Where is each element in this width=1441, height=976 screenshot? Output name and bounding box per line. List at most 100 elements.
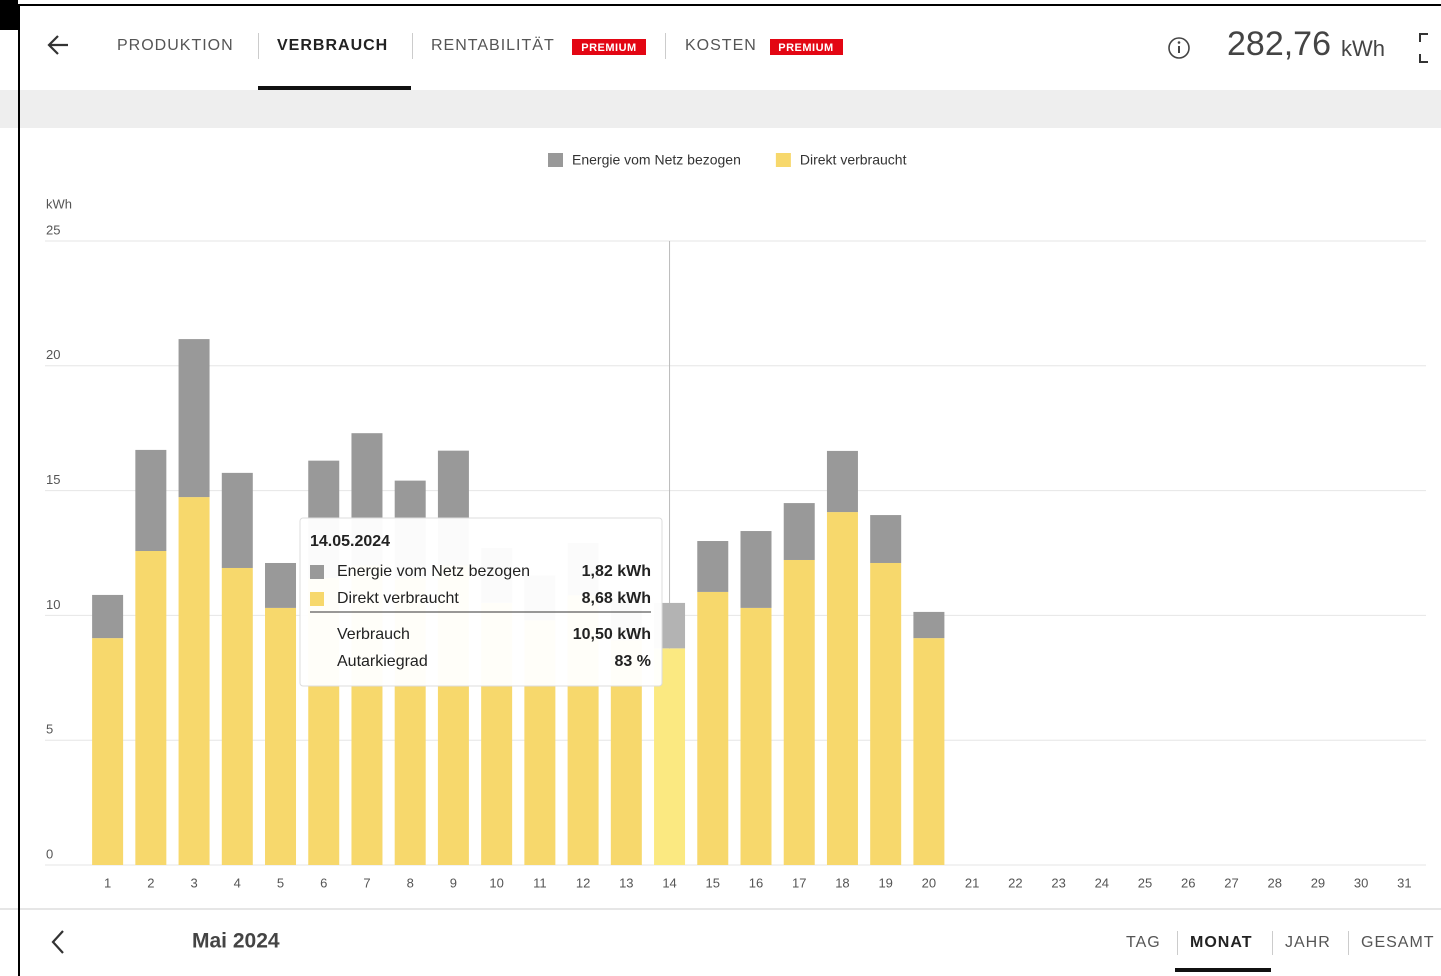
x-tick-label: 24 — [1095, 875, 1109, 890]
y-tick-label: 20 — [46, 347, 60, 362]
bar-segment — [826, 512, 858, 865]
separator — [665, 33, 666, 59]
bar-segment — [783, 559, 815, 865]
legend-swatch — [548, 153, 563, 167]
info-icon-dot — [1177, 41, 1181, 44]
x-tick-label: 4 — [234, 875, 241, 890]
x-tick-label: 27 — [1224, 875, 1238, 890]
x-tick-label: 19 — [878, 875, 892, 890]
bar-segment — [913, 638, 945, 865]
bar-segment — [135, 449, 167, 552]
x-tick-label: 21 — [965, 875, 979, 890]
fullscreen-button[interactable] — [1419, 33, 1428, 63]
tooltip-swatch — [310, 565, 324, 579]
tab-underline — [258, 86, 411, 90]
x-tick-label: 30 — [1354, 875, 1368, 890]
tab[interactable]: RENTABILITÄT — [431, 36, 555, 54]
x-tick-label: 16 — [749, 875, 763, 890]
separator — [412, 33, 413, 59]
y-tick-label: 10 — [46, 597, 60, 612]
bar-segment — [826, 450, 858, 513]
tooltip-bg — [299, 517, 663, 687]
separator — [1348, 931, 1349, 955]
bar-segment — [92, 638, 124, 865]
tooltip-value: 8,68 kWh — [582, 590, 651, 607]
tooltip-label: Energie vom Netz bezogen — [337, 563, 530, 580]
y-tick-label: 15 — [46, 472, 60, 487]
x-tick-label: 20 — [922, 875, 936, 890]
bar-segment — [265, 607, 297, 865]
period-label: Mai 2024 — [192, 930, 280, 953]
view-underline — [1175, 968, 1271, 972]
bar-segment — [178, 339, 210, 498]
tooltip-swatch — [310, 592, 324, 606]
x-tick-label: 31 — [1397, 875, 1411, 890]
x-tick-label: 5 — [277, 875, 284, 890]
tab[interactable]: KOSTEN — [685, 37, 757, 54]
x-tick-label: 13 — [619, 875, 633, 890]
view-tab-active[interactable]: MONAT — [1190, 934, 1252, 951]
y-tick-label: 0 — [46, 846, 53, 861]
view-tab[interactable]: JAHR — [1285, 934, 1331, 951]
bar-segment — [783, 503, 815, 560]
bar-segment — [221, 567, 253, 865]
y-tick-label: 5 — [46, 722, 53, 737]
separator — [258, 33, 259, 59]
tooltip-value: 83 % — [615, 653, 651, 670]
x-tick-label: 12 — [576, 875, 590, 890]
frame-corner — [0, 0, 18, 30]
badge-bg — [572, 39, 646, 55]
view-tab[interactable]: TAG — [1126, 934, 1161, 951]
frame-top — [18, 4, 1441, 6]
y-tick-label: 25 — [46, 222, 60, 237]
x-tick-label: 25 — [1138, 875, 1152, 890]
view-tab[interactable]: GESAMT — [1361, 934, 1435, 951]
legend-label: Direkt verbraucht — [800, 152, 907, 168]
x-tick-label: 14 — [662, 875, 676, 890]
legend-swatch — [775, 153, 791, 167]
separator — [1272, 931, 1273, 955]
total-value: 282,76 — [1227, 25, 1331, 63]
bar-segment — [221, 472, 253, 568]
tooltip-label: Autarkiegrad — [337, 653, 428, 670]
tooltip-label: Direkt verbraucht — [337, 590, 459, 607]
x-tick-label: 8 — [407, 875, 414, 890]
back-button[interactable] — [47, 35, 68, 55]
info-icon-bar — [1178, 46, 1180, 53]
bar-segment — [697, 591, 729, 865]
tooltip: 14.05.2024 Energie vom Netz bezogen 1,82 k… — [299, 517, 663, 687]
bar-segment — [740, 531, 772, 608]
prev-button[interactable] — [51, 930, 64, 954]
tooltip-value: 1,82 kWh — [582, 563, 651, 580]
bar-segment — [178, 497, 210, 865]
bar-segment — [697, 541, 729, 592]
y-axis-label: kWh — [46, 196, 72, 211]
x-tick-label: 3 — [190, 875, 197, 890]
chart: kWh 0 5 10 15 20 25 Energie vom Netz bezogen Di… — [45, 152, 1426, 890]
frame-left — [18, 4, 20, 976]
badge-bg — [770, 39, 843, 55]
bar-segment — [913, 611, 945, 639]
badge: PREMIUM — [581, 42, 636, 54]
x-tick-label: 22 — [1008, 875, 1022, 890]
legend-label: Energie vom Netz bezogen — [572, 152, 741, 168]
total-unit: kWh — [1341, 36, 1385, 61]
x-tick-label: 17 — [792, 875, 806, 890]
x-tick-label: 23 — [1051, 875, 1065, 890]
tab-active[interactable]: VERBRAUCH — [277, 37, 388, 54]
bar-segment — [92, 594, 124, 639]
x-tick-label: 10 — [489, 875, 503, 890]
bar-segment — [265, 562, 297, 608]
info-icon[interactable] — [1168, 37, 1190, 59]
spacer — [0, 90, 1441, 128]
footer-divider — [0, 908, 1441, 910]
tooltip-value: 10,50 kWh — [573, 626, 651, 643]
separator — [1177, 931, 1178, 955]
x-tick-label: 9 — [450, 875, 457, 890]
x-tick-label: 15 — [706, 875, 720, 890]
x-tick-label: 26 — [1181, 875, 1195, 890]
tab[interactable]: PRODUKTION — [117, 37, 234, 54]
tooltip-title: 14.05.2024 — [310, 533, 390, 550]
badge: PREMIUM — [778, 42, 833, 54]
